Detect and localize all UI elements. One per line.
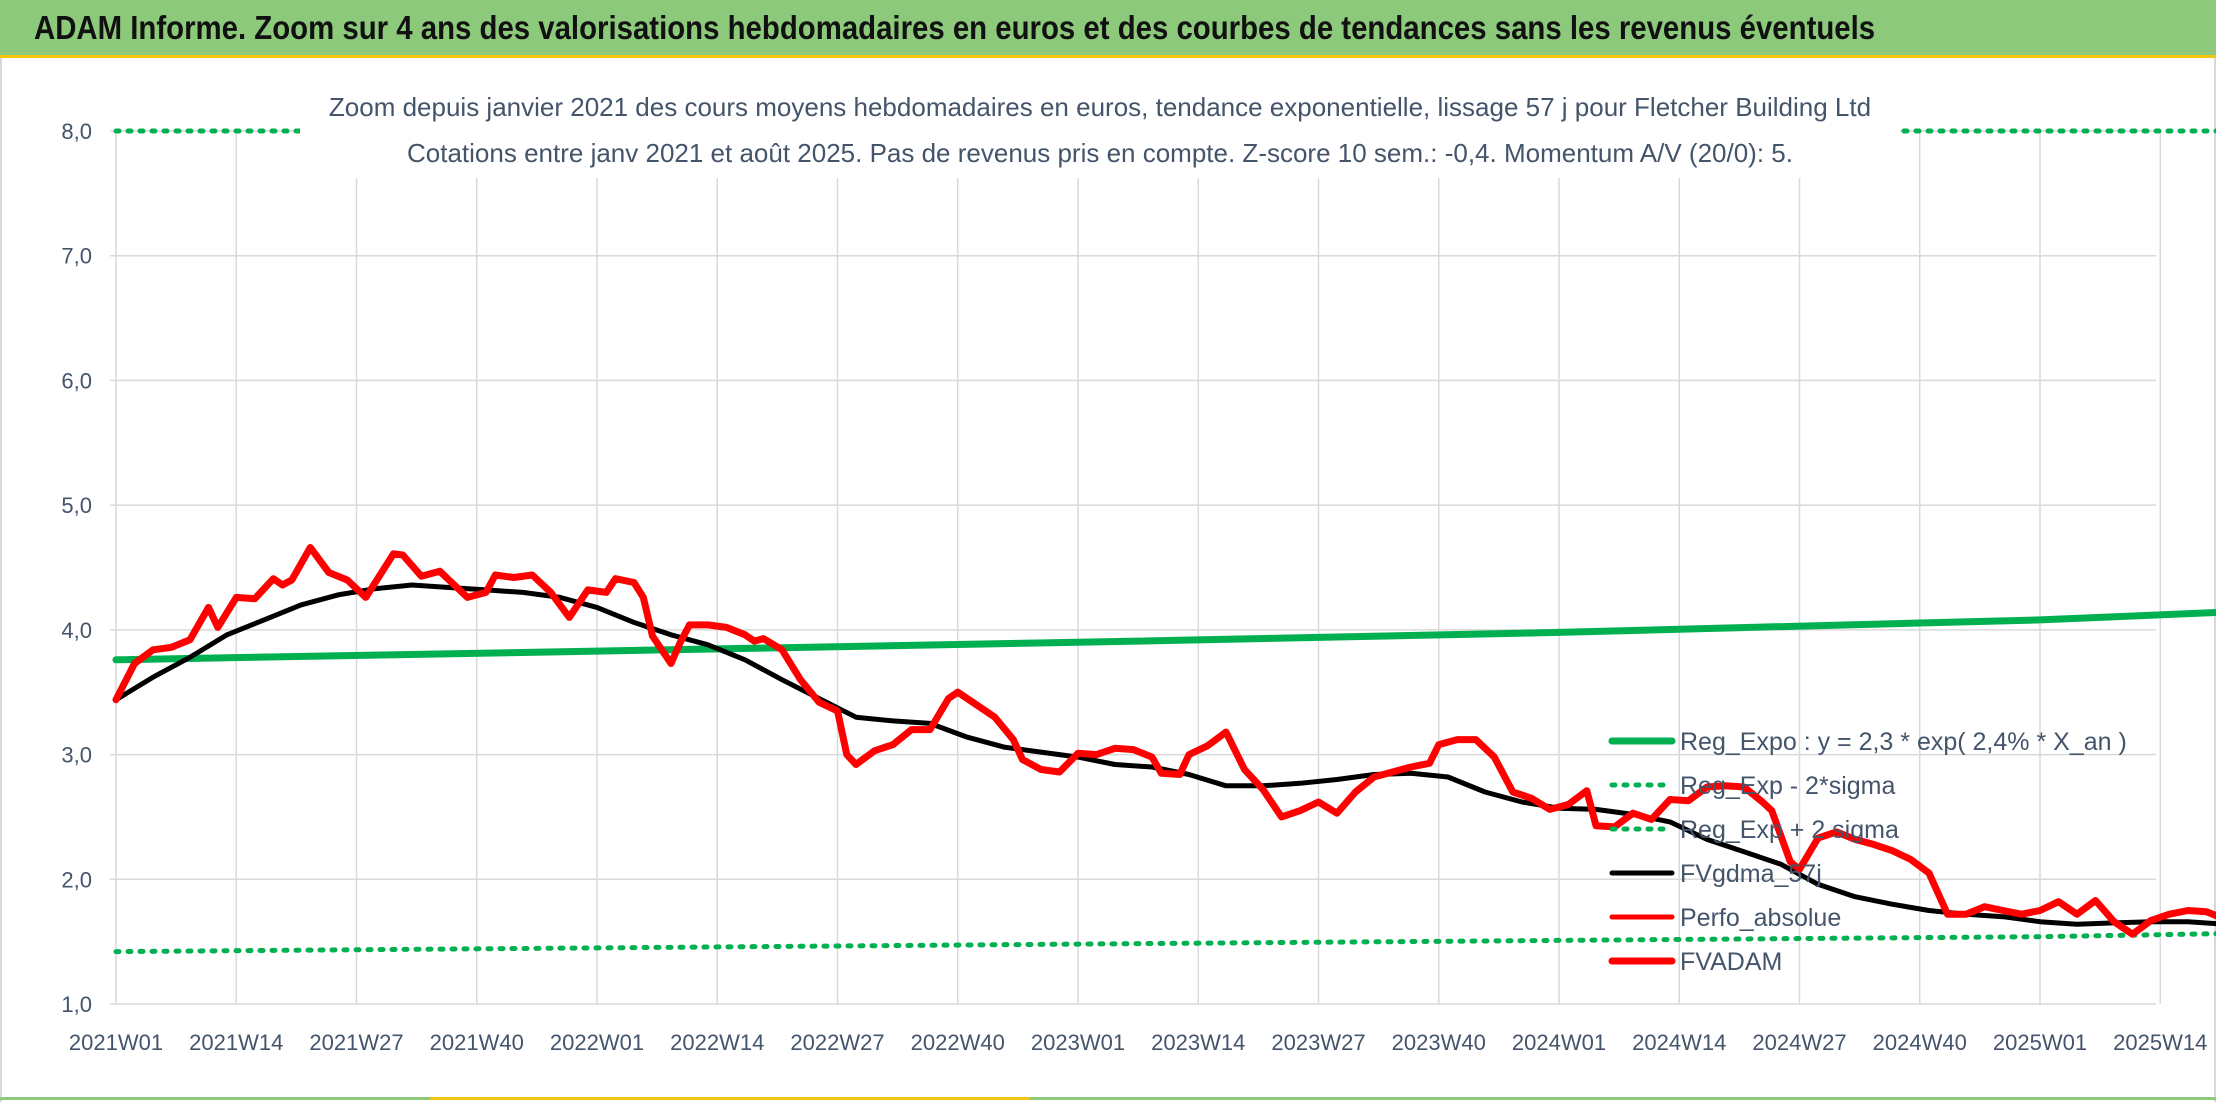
chart-series	[112, 128, 2216, 955]
chart-subtitle: Cotations entre janv 2021 et août 2025. …	[407, 138, 1793, 168]
series-line	[112, 544, 2216, 938]
y-tick-label: 3,0	[61, 743, 92, 768]
legend-label: FVADAM	[1680, 948, 1782, 976]
y-tick-label: 5,0	[61, 493, 92, 518]
x-tick-label: 2021W27	[309, 1030, 403, 1055]
x-tick-label: 2024W40	[1873, 1030, 1967, 1055]
y-tick-label: 8,0	[61, 119, 92, 144]
x-tick-label: 2021W40	[430, 1030, 524, 1055]
y-axis-ticks: 1,0 2,0 3,0 4,0 5,0 6,0 7,0 8,0	[61, 119, 92, 1017]
x-tick-label: 2024W01	[1512, 1030, 1606, 1055]
x-tick-label: 2023W40	[1392, 1030, 1486, 1055]
x-axis-ticks: 2021W01 2021W14 2021W27 2021W40 2022W01 2022W…	[69, 1030, 2207, 1055]
bottom-rule-accent	[430, 1097, 1030, 1100]
x-tick-label: 2023W27	[1271, 1030, 1365, 1055]
x-tick-label: 2024W14	[1632, 1030, 1726, 1055]
legend-label: Reg_Expo : y = 2,3 * exp( 2,4% * X_an )	[1680, 728, 2127, 756]
y-tick-label: 6,0	[61, 368, 92, 393]
x-tick-label: 2022W27	[790, 1030, 884, 1055]
x-tick-label: 2023W01	[1031, 1030, 1125, 1055]
y-tick-label: 1,0	[61, 992, 92, 1017]
report-banner: ADAM Informe. Zoom sur 4 ans des valoris…	[0, 0, 2216, 58]
chart-title: Zoom depuis janvier 2021 des cours moyen…	[329, 92, 1871, 122]
x-tick-label: 2023W14	[1151, 1030, 1245, 1055]
x-tick-label: 2022W14	[670, 1030, 764, 1055]
bottom-rule	[0, 1097, 2216, 1100]
legend-label: Reg_Exp + 2 sigma	[1680, 816, 1899, 844]
series-line	[113, 931, 2216, 955]
title-backdrop	[300, 80, 1900, 178]
report-title: ADAM Informe. Zoom sur 4 ans des valoris…	[34, 9, 1876, 46]
x-tick-label: 2025W01	[1993, 1030, 2087, 1055]
x-tick-label: 2025W14	[2113, 1030, 2207, 1055]
series-line	[112, 608, 2216, 664]
legend-label: Perfo_absolue	[1680, 904, 1841, 932]
legend-label: FVgdma_57j	[1680, 860, 1822, 888]
x-tick-label: 2021W01	[69, 1030, 163, 1055]
x-tick-label: 2022W01	[550, 1030, 644, 1055]
y-tick-label: 7,0	[61, 244, 92, 269]
chart-frame	[0, 58, 2216, 1102]
x-tick-label: 2022W40	[911, 1030, 1005, 1055]
chart-legend: Reg_Expo : y = 2,3 * exp( 2,4% * X_an ) R…	[1608, 728, 2127, 976]
x-tick-label: 2021W14	[189, 1030, 283, 1055]
y-tick-label: 2,0	[61, 867, 92, 892]
chart-grid	[110, 130, 2161, 1005]
x-tick-label: 2024W27	[1752, 1030, 1846, 1055]
y-tick-label: 4,0	[61, 618, 92, 643]
legend-label: Reg_Exp - 2*sigma	[1680, 772, 1895, 800]
